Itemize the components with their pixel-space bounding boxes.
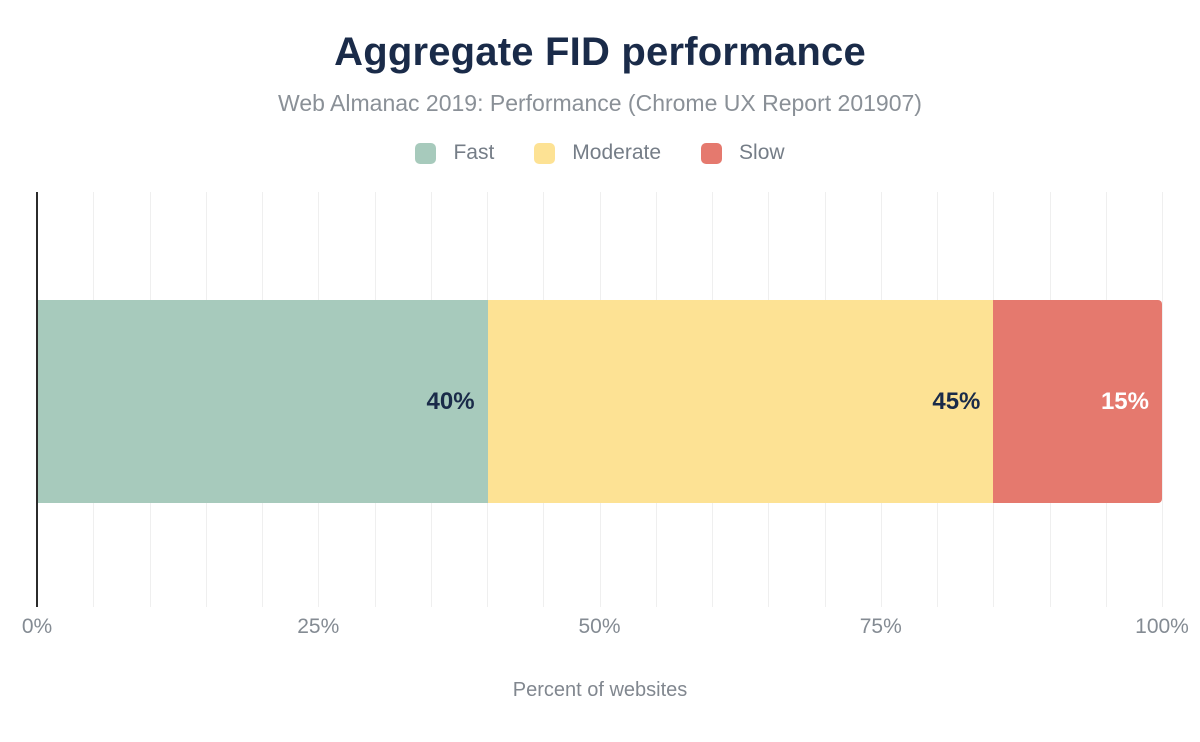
bar-segment-fast: 40% bbox=[38, 300, 488, 503]
legend-item-slow: Slow bbox=[701, 141, 785, 165]
legend-item-moderate: Moderate bbox=[534, 141, 661, 165]
chart-title: Aggregate FID performance bbox=[334, 30, 866, 74]
x-tick-100: 100% bbox=[1135, 615, 1189, 638]
stacked-bar: 40% 45% 15% bbox=[38, 300, 1162, 503]
legend-label-moderate: Moderate bbox=[572, 141, 662, 164]
x-tick-0: 0% bbox=[21, 615, 53, 638]
legend-swatch-slow-icon bbox=[701, 142, 723, 164]
chart-subtitle: Web Almanac 2019: Performance (Chrome UX… bbox=[278, 90, 922, 116]
plot-area: 40% 45% 15% bbox=[36, 192, 1163, 607]
x-axis-title: Percent of websites bbox=[512, 679, 688, 701]
bar-label-fast: 40% bbox=[426, 387, 475, 415]
gridline-100 bbox=[1162, 192, 1163, 607]
legend: Fast Moderate Slow bbox=[0, 141, 1200, 165]
legend-label-slow: Slow bbox=[739, 141, 785, 164]
legend-swatch-moderate-icon bbox=[534, 142, 556, 164]
x-tick-25: 25% bbox=[297, 615, 340, 638]
x-tick-50: 50% bbox=[578, 615, 621, 638]
legend-swatch-fast-icon bbox=[415, 142, 437, 164]
bar-segment-slow: 15% bbox=[993, 300, 1162, 503]
legend-item-fast: Fast bbox=[415, 141, 494, 165]
x-tick-75: 75% bbox=[859, 615, 902, 638]
y-axis-line bbox=[36, 192, 38, 607]
bar-label-slow: 15% bbox=[1100, 387, 1149, 415]
legend-label-fast: Fast bbox=[453, 141, 495, 164]
bar-label-moderate: 45% bbox=[932, 387, 981, 415]
bar-segment-moderate: 45% bbox=[487, 300, 994, 503]
